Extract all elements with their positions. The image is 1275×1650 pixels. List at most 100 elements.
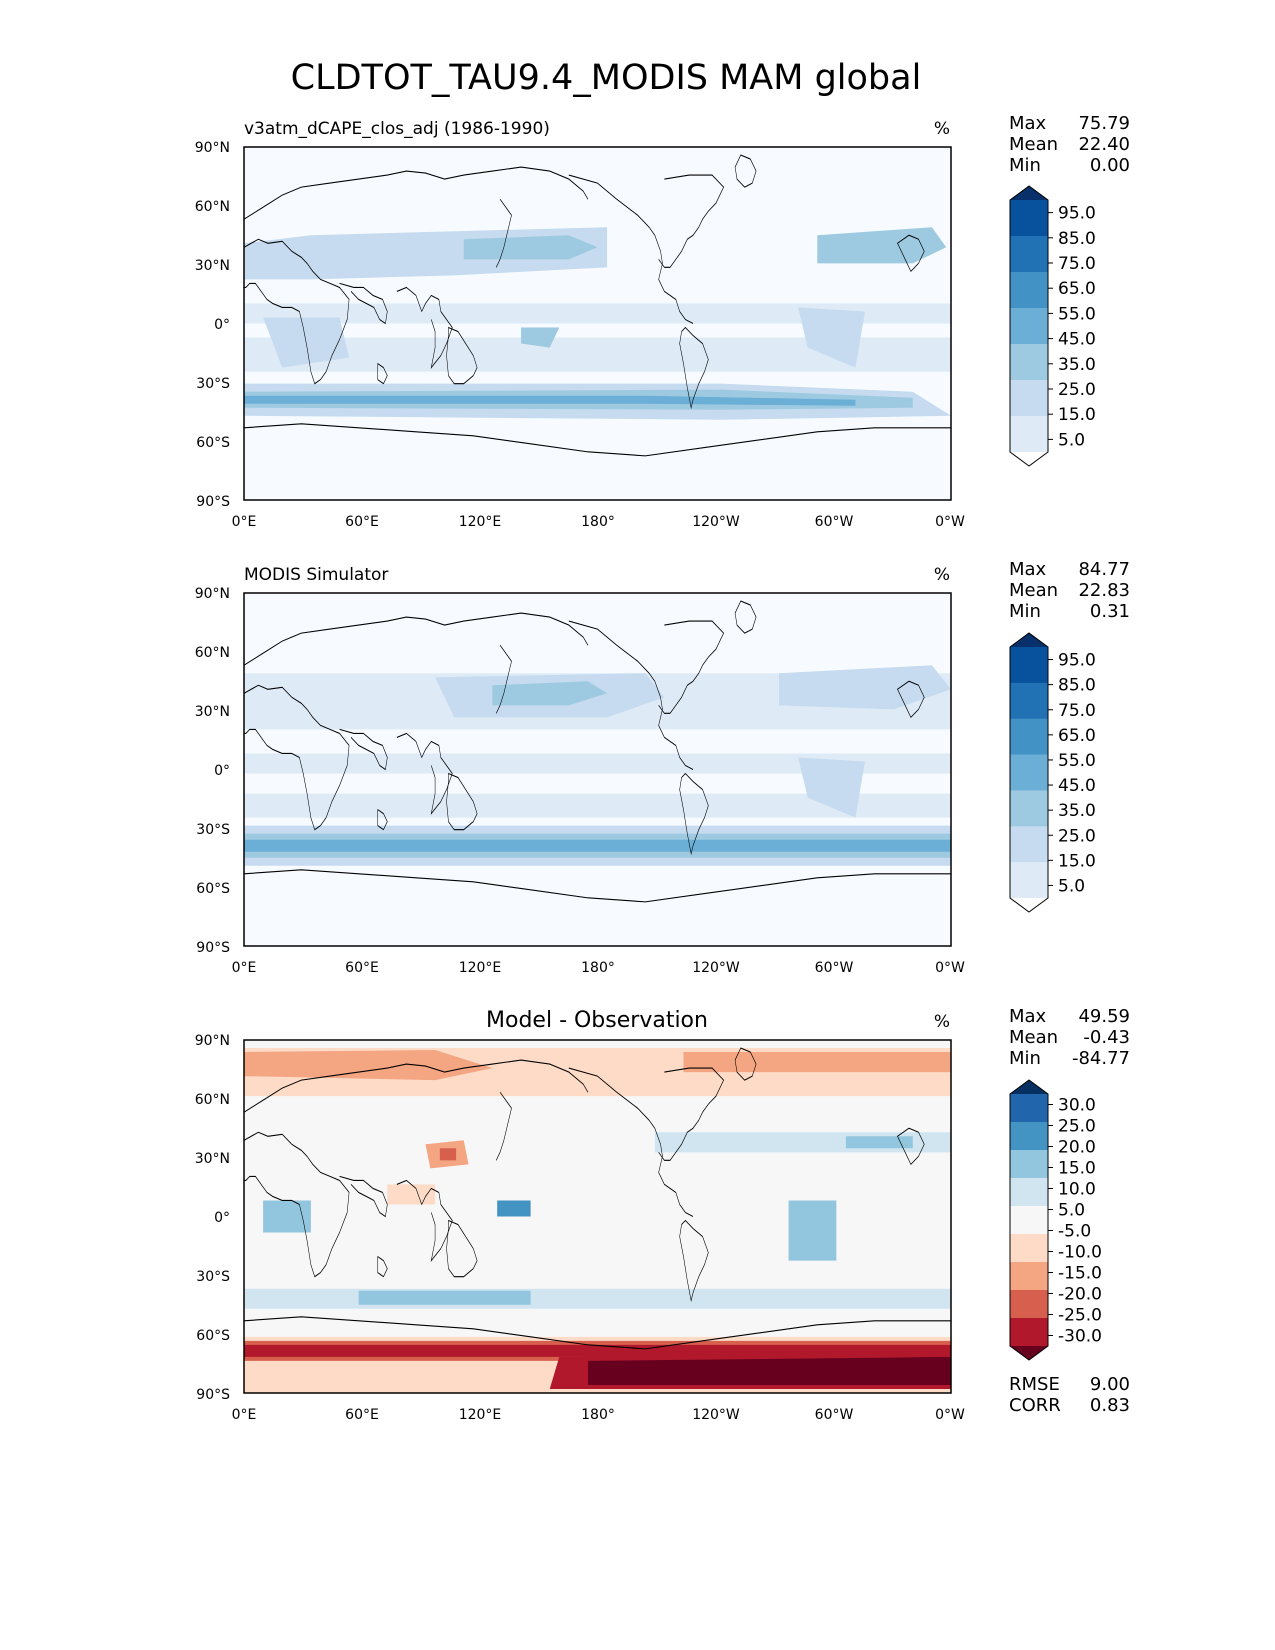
lon-tick-label: 120°W [692, 514, 740, 530]
panel-units: % [934, 119, 950, 139]
lat-tick-label: 90°S [196, 940, 230, 956]
lon-tick-label: 0°W [935, 514, 965, 530]
colorbar-tick-label: -5.0 [1058, 1222, 1091, 1242]
panel-observation: MODIS Simulator % 90°N 60°N 30°N 0° 30°S… [195, 559, 1130, 976]
colorbar-bin [1010, 1234, 1048, 1263]
colorbar-outline [1009, 632, 1049, 913]
lat-tick-label: 30°S [196, 376, 230, 392]
lat-tick-label: 90°N [195, 586, 230, 602]
colorbar-tick-label: 75.0 [1058, 254, 1096, 274]
stat-value: 0.31 [1090, 601, 1130, 622]
colorbar-tick-label: 35.0 [1058, 355, 1096, 375]
colorbar-bin [1010, 826, 1048, 863]
extra-stats: RMSE 9.00 CORR 0.83 [1009, 1374, 1130, 1416]
corr-value: 0.83 [1090, 1395, 1130, 1416]
stat-value: 84.77 [1078, 559, 1130, 580]
colorbar-bin [1010, 1150, 1048, 1179]
colorbar-bin [1010, 682, 1048, 720]
colorbar-extend-top [1010, 1080, 1048, 1094]
lon-tick-label: 60°E [345, 960, 379, 976]
colorbar-tick-label: 65.0 [1058, 279, 1096, 299]
stat-label: Min [1009, 1048, 1041, 1069]
colorbar-tick-label: 5.0 [1058, 1201, 1085, 1221]
lat-tick-label: 90°S [196, 1387, 230, 1403]
lat-tick-label: 30°N [195, 1151, 230, 1167]
colorbar-tick-label: 95.0 [1058, 204, 1096, 224]
panel-model: v3atm_dCAPE_clos_adj (1986-1990) % 90°N … [195, 113, 1130, 530]
colorbar-tick-label: 85.0 [1058, 676, 1096, 696]
lon-tick-label: 0°E [232, 1407, 257, 1423]
map-plot [244, 147, 951, 500]
panel-units: % [934, 1012, 950, 1032]
colorbar-tick-label: -15.0 [1058, 1264, 1102, 1284]
lon-tick-label: 60°W [815, 514, 854, 530]
lon-tick-label: 120°E [459, 514, 502, 530]
stat-value: 22.83 [1078, 580, 1130, 601]
colorbar: 95.0 85.0 75.0 65.0 55.0 45.0 35.0 25.0 15.0 5.0 [1009, 632, 1096, 913]
lat-tick-label: 30°S [196, 1269, 230, 1285]
map-plot [244, 593, 951, 946]
colorbar-bin [1010, 647, 1048, 684]
lat-tick-label: 90°S [196, 494, 230, 510]
colorbar-extend-bottom [1010, 1346, 1048, 1360]
colorbar-tick-label: 5.0 [1058, 430, 1085, 450]
stat-label: Max [1009, 1006, 1047, 1027]
colorbar-tick-label: 25.0 [1058, 380, 1096, 400]
colorbar-bin [1010, 1094, 1048, 1123]
stats: Max 75.79 Mean 22.40 Min 0.00 [1009, 113, 1130, 176]
lat-tick-label: 30°N [195, 704, 230, 720]
stat-label: Max [1009, 113, 1047, 134]
colorbar-bin [1010, 200, 1048, 237]
colorbar-tick-label: 65.0 [1058, 726, 1096, 746]
lat-tick-label: 0° [214, 317, 230, 333]
colorbar-tick-label: 5.0 [1058, 876, 1085, 896]
lon-tick-label: 120°E [459, 1407, 502, 1423]
colorbar-tick-label: 25.0 [1058, 826, 1096, 846]
lon-tick-label: 120°E [459, 960, 502, 976]
lon-ticks: 0°E 60°E 120°E 180° 120°W 60°W 0°W [232, 514, 965, 530]
lat-tick-label: 60°S [196, 1328, 230, 1344]
lat-tick-label: 60°N [195, 645, 230, 661]
stat-value: -0.43 [1083, 1027, 1130, 1048]
lon-tick-label: 120°W [692, 960, 740, 976]
colorbar-bin [1010, 1290, 1048, 1319]
colorbar-tick-label: 85.0 [1058, 229, 1096, 249]
lon-tick-label: 60°E [345, 514, 379, 530]
colorbar-tick-label: 15.0 [1058, 405, 1096, 425]
stat-label: Min [1009, 601, 1041, 622]
stat-label: Mean [1009, 1027, 1058, 1048]
colorbar-tick-label: 35.0 [1058, 801, 1096, 821]
colorbar-tick-label: 30.0 [1058, 1096, 1096, 1116]
lat-ticks: 90°N 60°N 30°N 0° 30°S 60°S 90°S [195, 140, 230, 510]
lon-tick-label: 60°W [815, 1407, 854, 1423]
colorbar: 95.0 85.0 75.0 65.0 55.0 45.0 35.0 25.0 15.0 5.0 [1009, 185, 1096, 467]
lat-tick-label: 0° [214, 763, 230, 779]
colorbar-bin [1010, 1318, 1048, 1347]
colorbar-tick-label: 10.0 [1058, 1180, 1096, 1200]
lon-ticks: 0°E 60°E 120°E 180° 120°W 60°W 0°W [232, 1407, 965, 1423]
colorbar-extend-top [1010, 186, 1048, 200]
lon-tick-label: 180° [581, 1407, 615, 1423]
lon-tick-label: 0°W [935, 960, 965, 976]
colorbar-bin [1010, 236, 1048, 273]
colorbar-tick-label: 75.0 [1058, 701, 1096, 721]
colorbar-outline [1009, 185, 1049, 467]
colorbar-bin [1010, 862, 1048, 899]
lon-tick-label: 180° [581, 960, 615, 976]
colorbar-extend-top [1010, 633, 1048, 647]
stat-label: Mean [1009, 580, 1058, 601]
stat-value: -84.77 [1072, 1048, 1130, 1069]
lat-tick-label: 0° [214, 1210, 230, 1226]
colorbar-tick-label: 45.0 [1058, 776, 1096, 796]
colorbar-extend-bottom [1010, 898, 1048, 912]
colorbar-bin [1010, 380, 1048, 417]
colorbar-tick-label: 55.0 [1058, 751, 1096, 771]
colorbar-bin [1010, 344, 1048, 381]
panel-title-left: v3atm_dCAPE_clos_adj (1986-1990) [244, 119, 550, 139]
panel-title-left: MODIS Simulator [244, 565, 388, 585]
colorbar-tick-label: -20.0 [1058, 1285, 1102, 1305]
stat-label: Min [1009, 155, 1041, 176]
lat-tick-label: 90°N [195, 140, 230, 156]
panel-title-center: Model - Observation [486, 1008, 708, 1033]
lat-tick-label: 30°N [195, 258, 230, 274]
